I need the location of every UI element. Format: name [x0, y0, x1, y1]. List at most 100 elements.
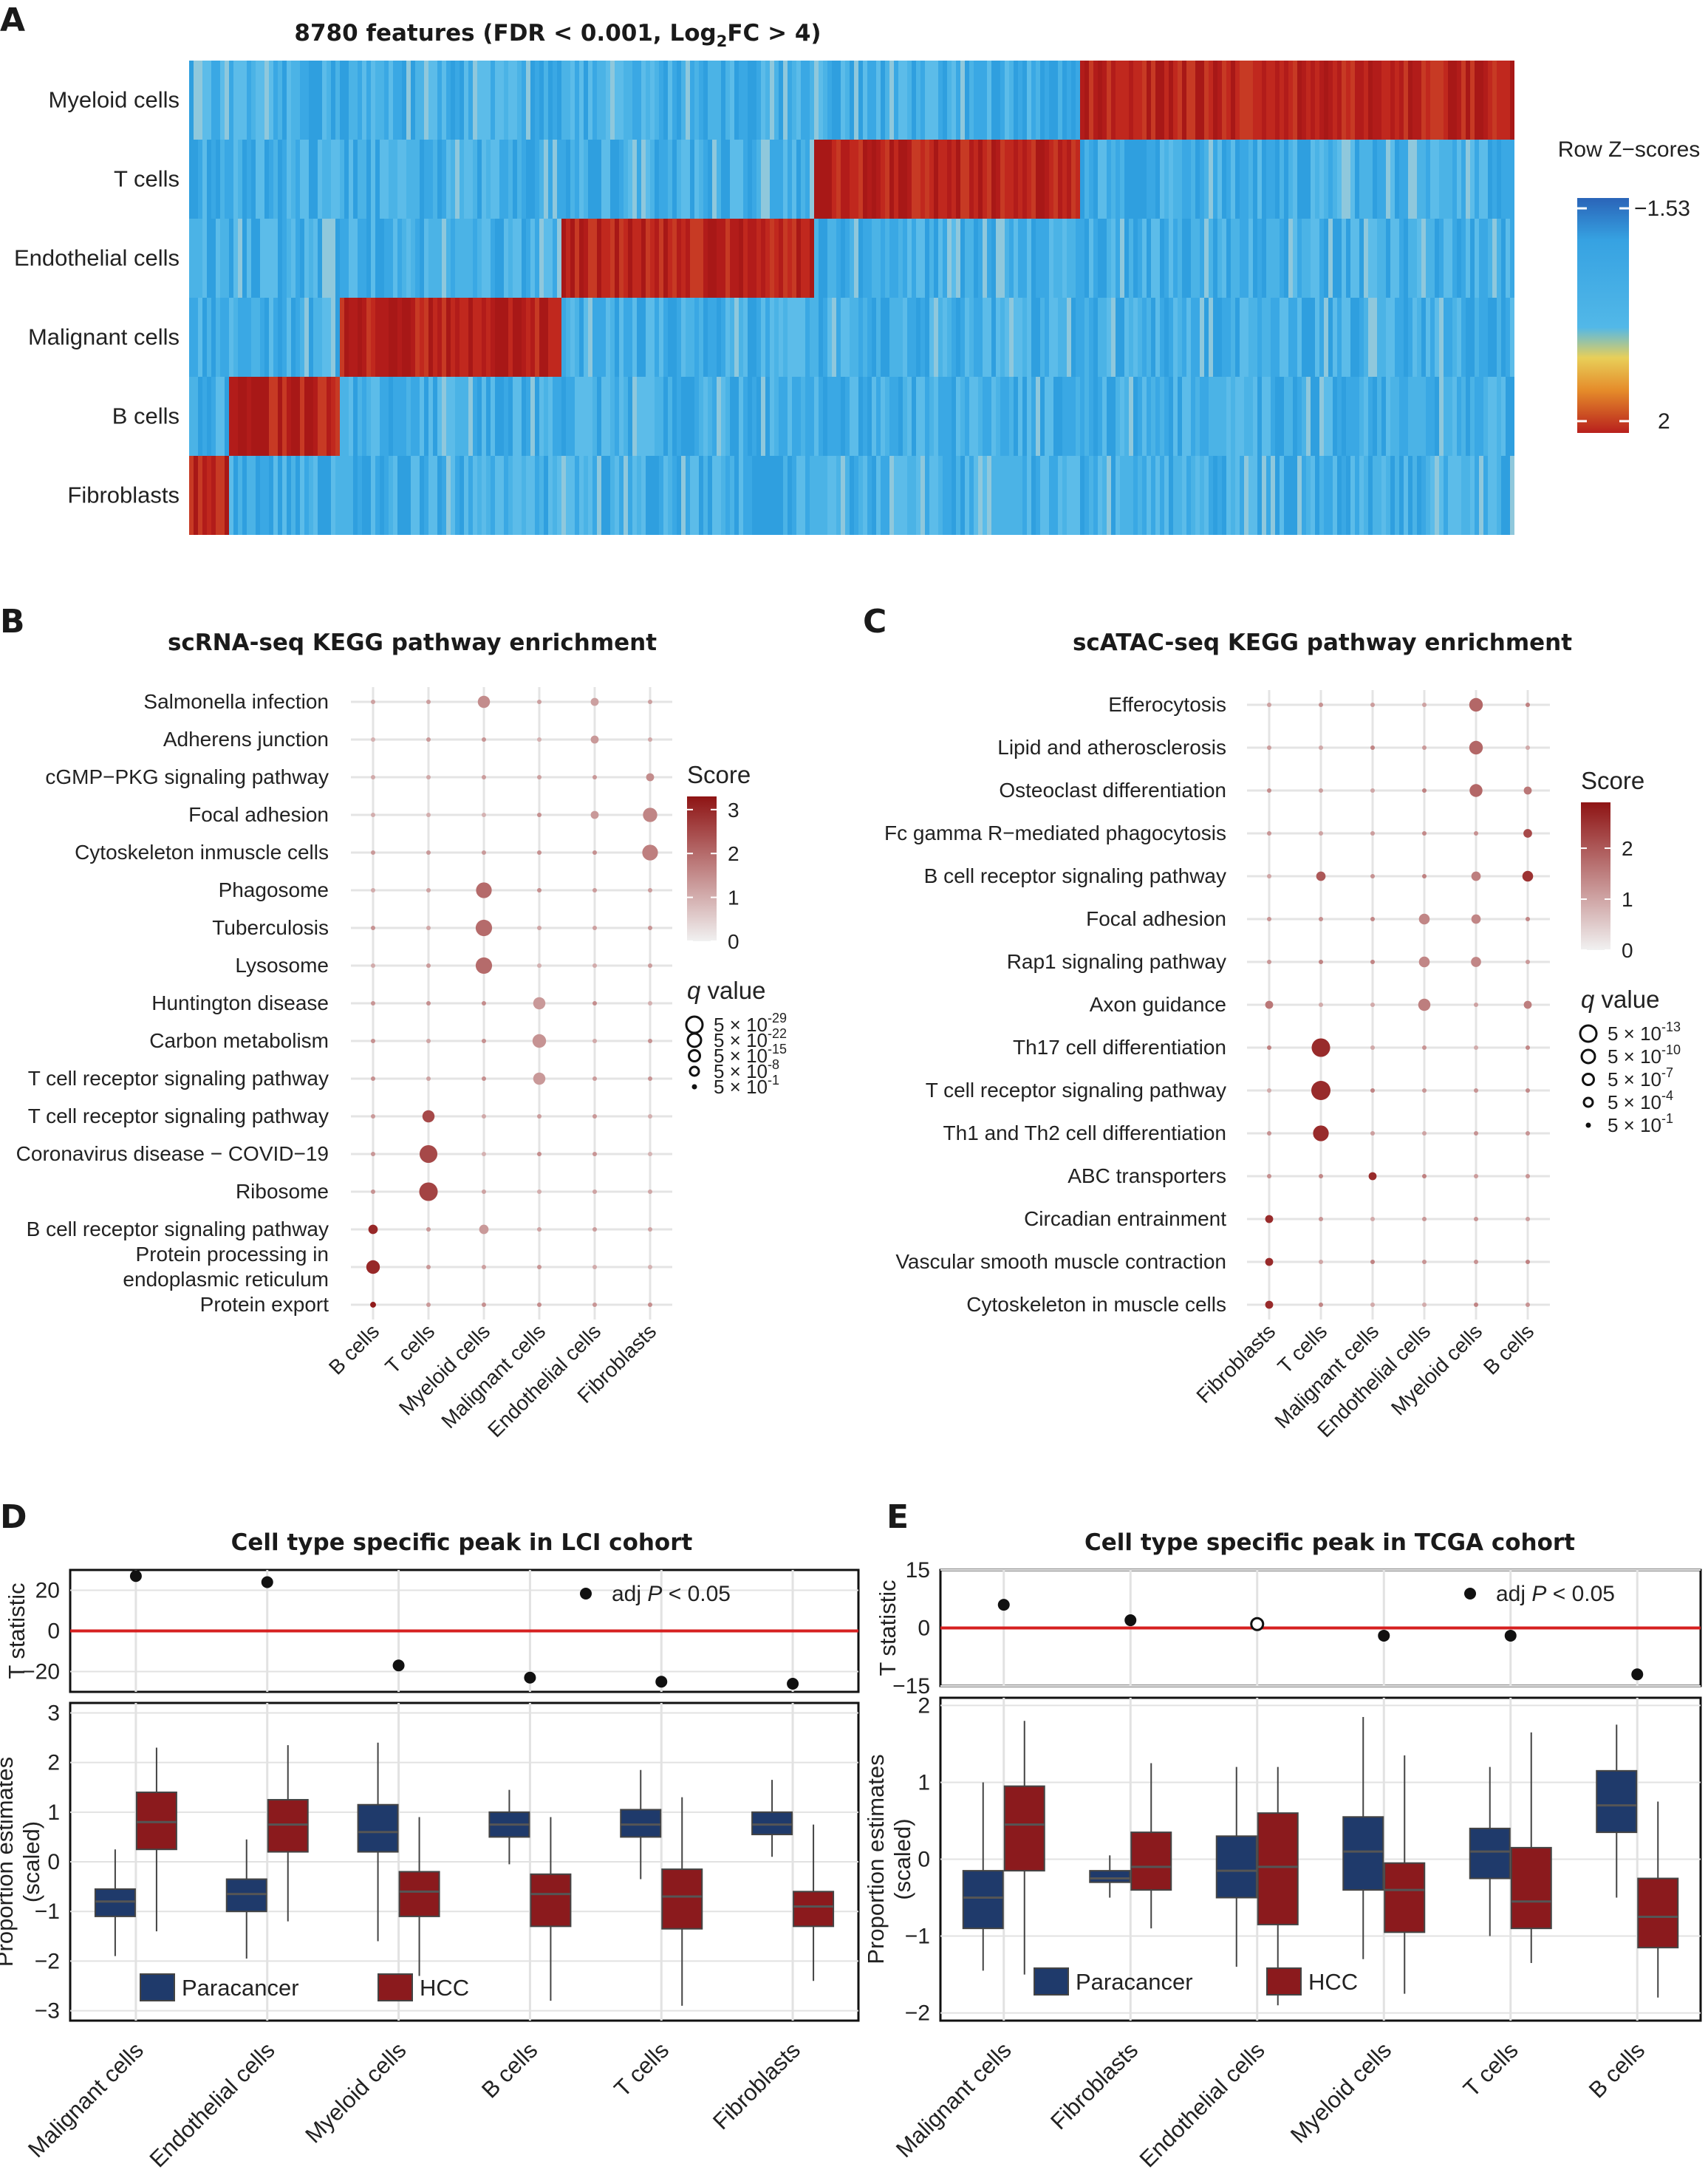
- heatmap-cell: [1444, 61, 1448, 140]
- heatmap-cell: [938, 219, 943, 298]
- heatmap-cell: [468, 140, 473, 219]
- heatmap-cell: [1342, 456, 1346, 535]
- heatmap-cell: [1076, 140, 1080, 219]
- heatmap-cell: [451, 61, 455, 140]
- heatmap-cell: [1315, 377, 1319, 456]
- dotplot-dot: [1526, 1131, 1530, 1136]
- heatmap-cell: [1089, 140, 1093, 219]
- heatmap-cell: [1191, 219, 1195, 298]
- heatmap-cell: [1475, 298, 1479, 377]
- heatmap-cell: [1067, 61, 1071, 140]
- heatmap-cell: [491, 377, 495, 456]
- heatmap-cell: [632, 456, 637, 535]
- heatmap-cell: [1217, 298, 1222, 377]
- dotplot-row-label: Efferocytosis: [1108, 693, 1226, 716]
- heatmap-cell: [898, 456, 903, 535]
- heatmap-cell: [1124, 140, 1129, 219]
- heatmap-cell: [1036, 61, 1040, 140]
- q-legend-label-base: 5 × 10: [714, 1076, 768, 1098]
- heatmap-cell: [1333, 456, 1337, 535]
- heatmap-title-main: 8780 features (FDR < 0.001, Log: [294, 20, 716, 47]
- heatmap-cell: [406, 377, 411, 456]
- heatmap-cell: [251, 219, 256, 298]
- heatmap-cell: [588, 219, 592, 298]
- heatmap-cell: [912, 298, 916, 377]
- heatmap-cell: [1337, 219, 1342, 298]
- heatmap-cell: [482, 61, 486, 140]
- heatmap-cell: [779, 140, 783, 219]
- heatmap-cell: [734, 298, 739, 377]
- heatmap-cell: [863, 377, 867, 456]
- heatmap-cell: [836, 140, 841, 219]
- heatmap-cell: [1262, 61, 1266, 140]
- heatmap-cell: [397, 140, 402, 219]
- dotplot-dot: [648, 1001, 652, 1006]
- heatmap-cell: [712, 219, 717, 298]
- heatmap-cell: [739, 456, 743, 535]
- heatmap-cell: [668, 377, 672, 456]
- heatmap-cell: [1191, 377, 1195, 456]
- heatmap-cell: [296, 298, 300, 377]
- dotplot-row-label: Cytoskeleton in muscle cells: [966, 1293, 1226, 1316]
- dotplot-dot: [537, 1303, 542, 1307]
- heatmap-cell: [202, 219, 207, 298]
- heatmap-cell: [437, 61, 442, 140]
- heatmap-cell: [384, 61, 389, 140]
- heatmap-cell: [278, 456, 282, 535]
- heatmap-cell: [1452, 219, 1457, 298]
- heatmap-cell: [460, 377, 464, 456]
- heatmap-cell: [1093, 140, 1098, 219]
- heatmap-cell: [1412, 298, 1417, 377]
- heatmap-cell: [929, 377, 934, 456]
- heatmap-cell: [553, 219, 557, 298]
- heatmap-cell: [1404, 61, 1408, 140]
- heatmap-cell: [522, 377, 526, 456]
- heatmap-cell: [694, 298, 699, 377]
- heatmap-cell: [1395, 140, 1399, 219]
- q-legend-label: 5 × 10-22: [714, 1026, 787, 1051]
- heatmap-cell: [251, 61, 256, 140]
- heatmap-cell: [1297, 456, 1302, 535]
- dotplot-dot: [1474, 1045, 1478, 1050]
- heatmap-cell: [309, 298, 313, 377]
- heatmap-cell: [433, 140, 437, 219]
- heatmap-cell: [282, 298, 287, 377]
- heatmap-cell: [1186, 298, 1191, 377]
- dotplot-dot: [371, 926, 375, 930]
- heatmap-cell: [1439, 219, 1444, 298]
- heatmap-cell: [606, 219, 610, 298]
- heatmap-cell: [375, 377, 380, 456]
- heatmap-cell: [1359, 140, 1364, 219]
- heatmap-cell: [1319, 298, 1324, 377]
- heatmap-cell: [761, 61, 765, 140]
- heatmap-cell: [1142, 219, 1147, 298]
- q-legend-title-rest: value: [700, 977, 765, 1004]
- heatmap-cell: [486, 140, 491, 219]
- heatmap-cell: [885, 140, 889, 219]
- heatmap-cell: [969, 140, 974, 219]
- box-x-label-endothelial-cells: Endothelial cells: [145, 2037, 280, 2172]
- heatmap-cell: [1093, 377, 1098, 456]
- heatmap-cell: [770, 298, 774, 377]
- box-legend-label-paracancer: Paracancer: [182, 1975, 299, 2001]
- heatmap-cell: [1355, 140, 1359, 219]
- heatmap-cell: [247, 219, 251, 298]
- q-legend-label-exp: -22: [768, 1026, 787, 1041]
- heatmap-cell: [1510, 140, 1514, 219]
- heatmap-cell: [823, 140, 827, 219]
- heatmap-cell: [1005, 61, 1009, 140]
- heatmap-cell: [1364, 456, 1368, 535]
- dotplot-dot: [482, 1076, 486, 1081]
- dotplot-dot: [1418, 998, 1431, 1011]
- heatmap-cell: [335, 219, 340, 298]
- panel-letter-c: C: [863, 603, 887, 641]
- heatmap-cell: [1271, 140, 1275, 219]
- heatmap-cell: [1355, 61, 1359, 140]
- heatmap-cell: [397, 61, 402, 140]
- dotplot-dot: [1422, 874, 1427, 878]
- heatmap-cell: [601, 140, 606, 219]
- heatmap-cell: [1408, 298, 1412, 377]
- heatmap-cell: [482, 377, 486, 456]
- heatmap-cell: [1328, 61, 1333, 140]
- heatmap-cell: [1506, 456, 1510, 535]
